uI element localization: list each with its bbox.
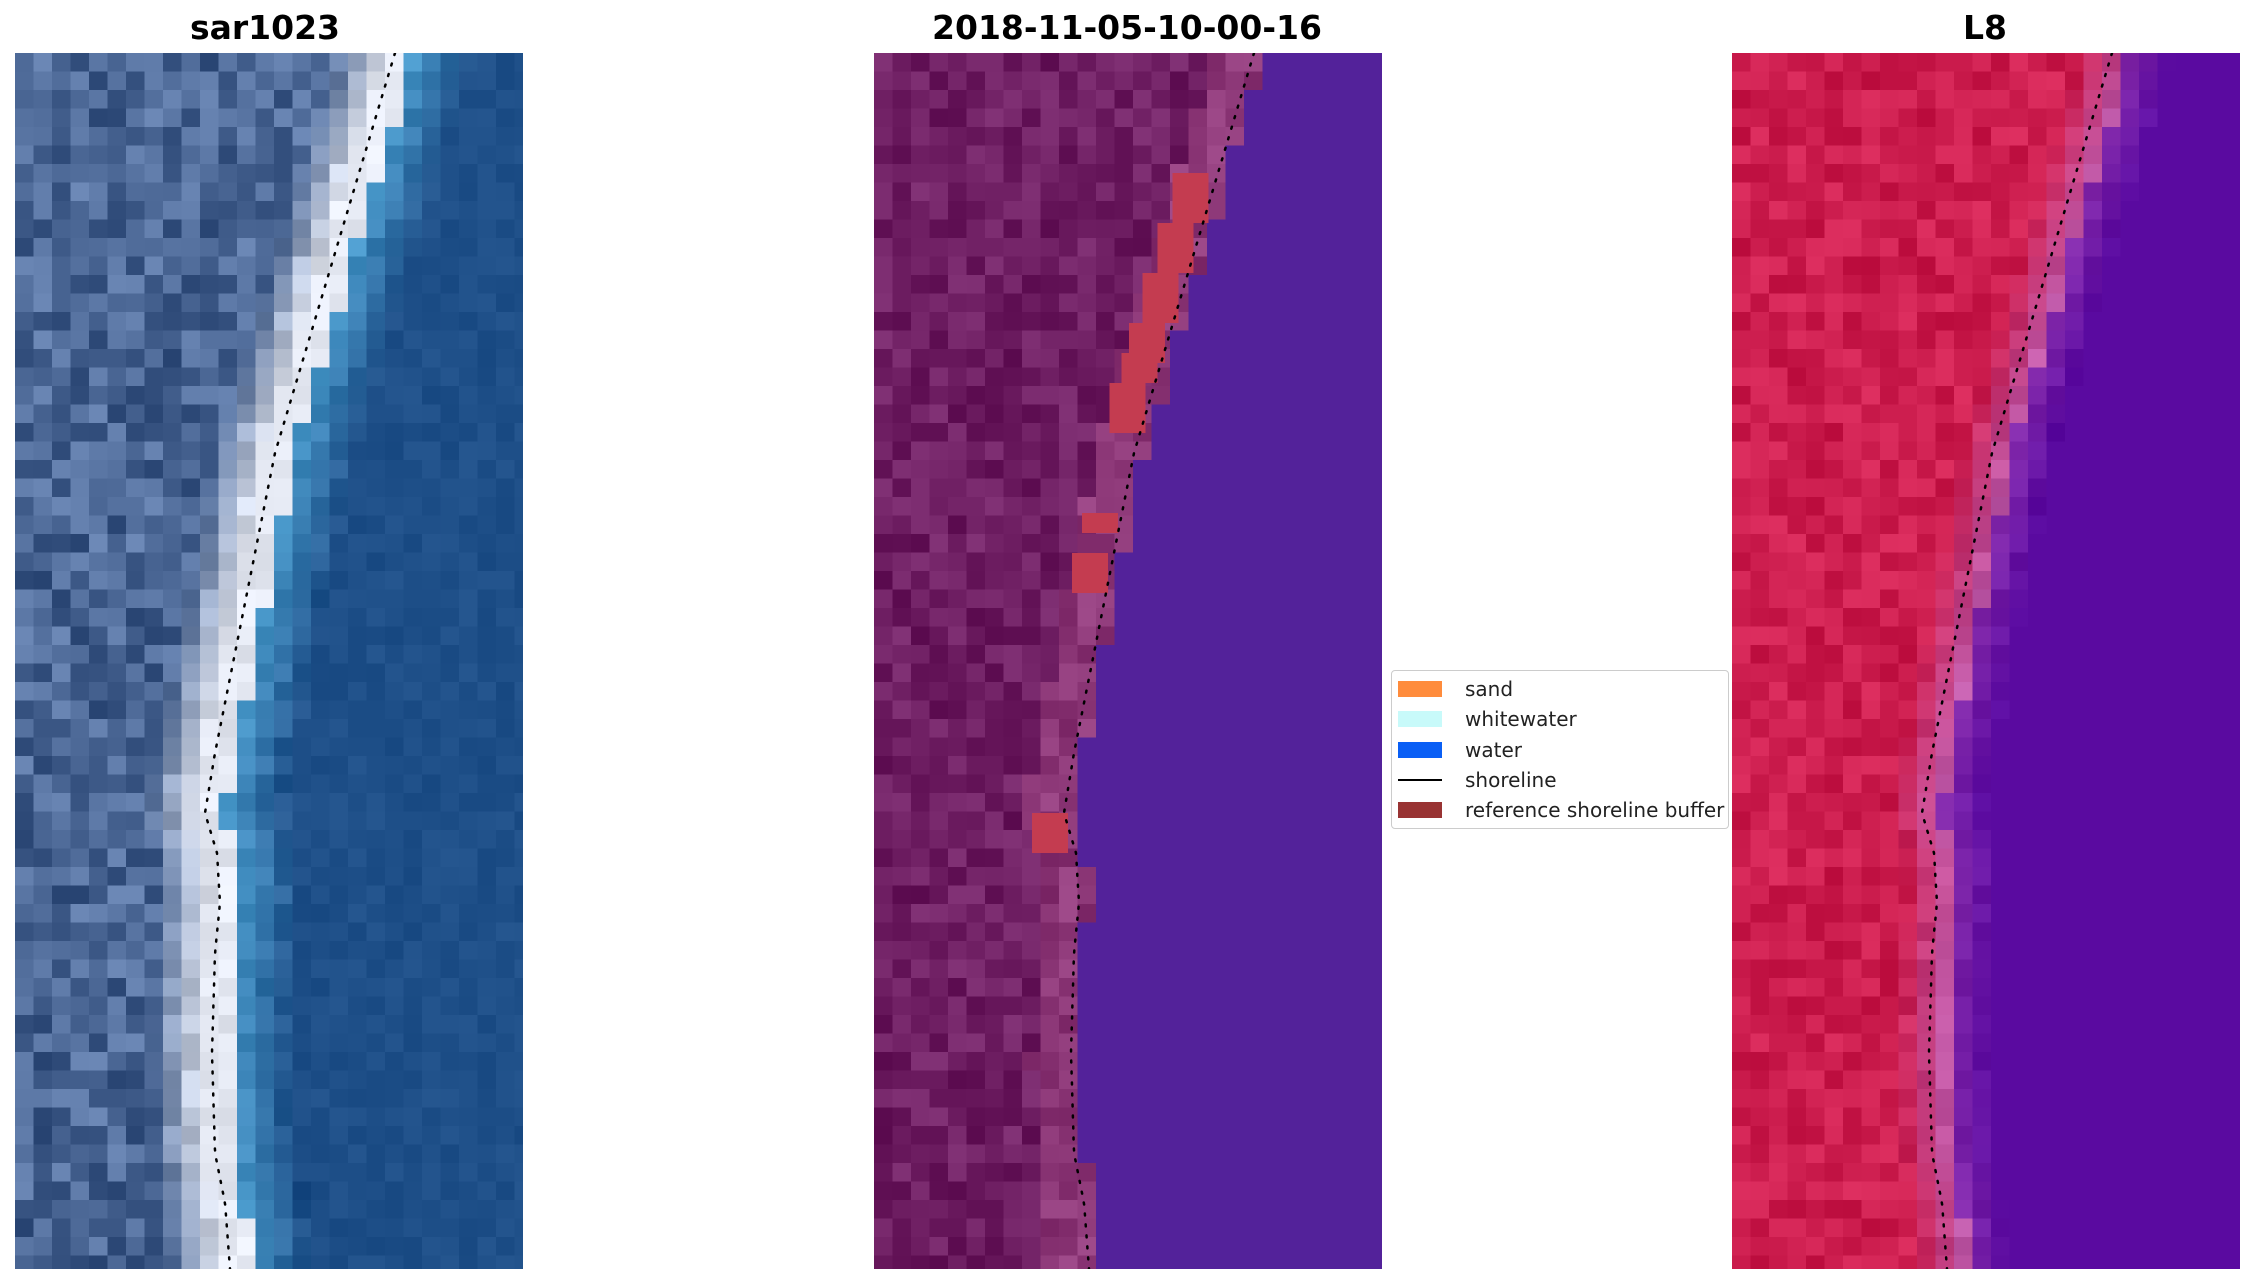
legend-item-reference-buffer: reference shoreline buffer [1398,797,1728,823]
reference-buffer-patch [1157,223,1194,273]
panel-title-l8: L8 [1963,8,2007,47]
classified-image [874,53,1382,1269]
legend-label-shoreline: shoreline [1465,768,1557,792]
legend-swatch-whitewater [1398,711,1442,727]
ndwi-image [1732,53,2240,1269]
rgb-image-panel [15,53,523,1269]
legend-swatch-shoreline [1398,779,1442,781]
legend-item-sand: sand [1398,676,1728,702]
classified-image-panel [874,53,1382,1269]
reference-buffer-patch [1172,173,1209,223]
legend-swatch-water [1398,742,1442,758]
legend-swatch-reference-buffer [1398,802,1442,818]
legend-label-reference-buffer: reference shoreline buffer [1465,798,1725,822]
shoreline-line [1920,53,2114,1269]
ndwi-image-panel [1732,53,2240,1269]
shoreline-line [1062,53,1256,1269]
legend-item-whitewater: whitewater [1398,706,1728,732]
legend-label-water: water [1465,738,1522,762]
rgb-image [15,53,523,1269]
legend-item-water: water [1398,737,1728,763]
reference-buffer-patch [1142,273,1179,323]
reference-buffer-patch [1072,553,1108,593]
legend: sand whitewater water shoreline referenc… [1391,670,1729,829]
reference-buffer-patch [1121,353,1158,383]
legend-item-shoreline: shoreline [1398,767,1728,793]
legend-label-sand: sand [1465,677,1514,701]
reference-buffer-patch [1109,383,1146,433]
reference-buffer-patch [1032,813,1068,853]
panel-title-sar1023: sar1023 [189,8,341,47]
panel-title-date: 2018-11-05-10-00-16 [932,8,1322,47]
legend-swatch-sand [1398,681,1442,697]
shoreline-line [203,53,397,1269]
reference-buffer-patch [1082,513,1118,533]
legend-label-whitewater: whitewater [1465,707,1577,731]
